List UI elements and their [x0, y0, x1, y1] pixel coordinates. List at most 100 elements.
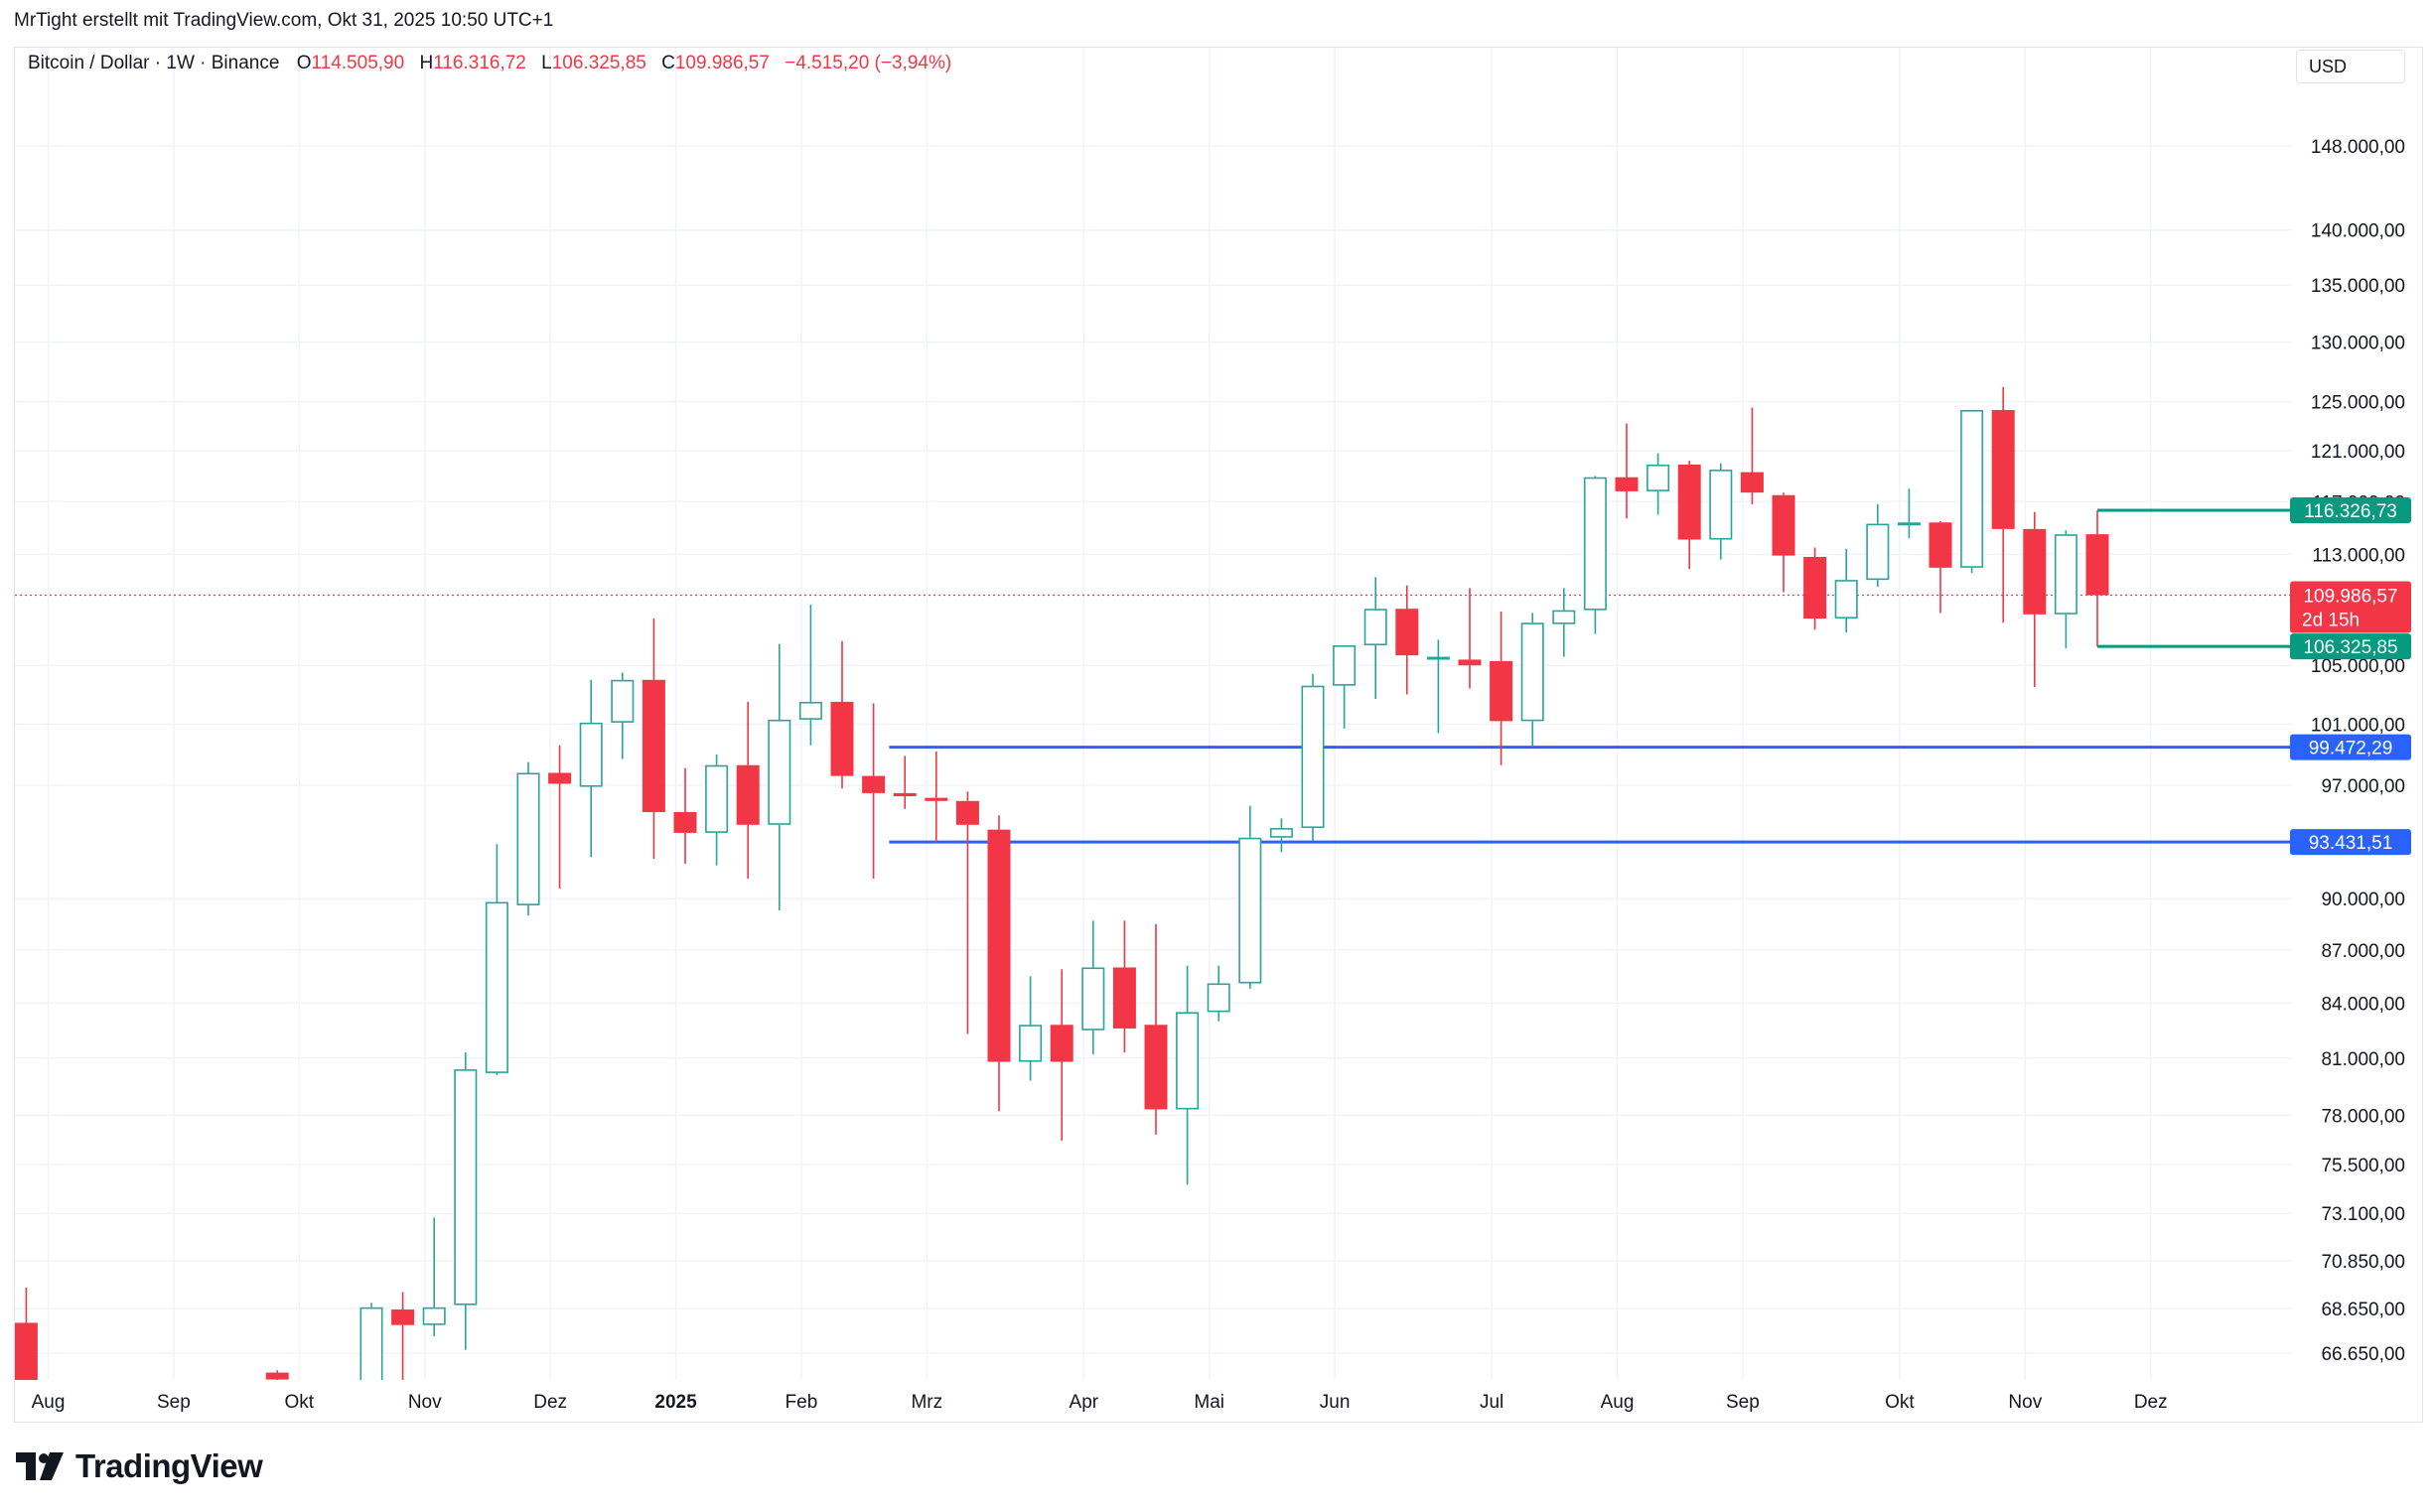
candle-body-down	[1050, 1025, 1074, 1062]
price-tag-bg	[2290, 497, 2411, 524]
candle	[1677, 461, 1701, 570]
candle	[987, 815, 1011, 1112]
candle-body-down	[391, 1309, 415, 1325]
y-tick-label: 84.000,00	[2321, 994, 2405, 1015]
x-tick-label: Jul	[1480, 1392, 1503, 1413]
candle-body-down	[1395, 609, 1419, 656]
x-tick-label: Jun	[1320, 1392, 1351, 1413]
price-tag-label: 106.325,85	[2303, 637, 2397, 658]
y-tick-label: 135.000,00	[2311, 276, 2405, 297]
price-tag-bg	[2290, 581, 2411, 633]
candle-body-up	[1363, 609, 1387, 646]
y-tick-label: 66.650,00	[2321, 1344, 2405, 1365]
candle-body-down	[830, 701, 854, 776]
chart-grid	[15, 48, 2292, 1380]
x-tick-label: Nov	[2008, 1392, 2042, 1413]
candle	[1144, 923, 1168, 1135]
y-tick-label: 78.000,00	[2321, 1106, 2405, 1127]
price-tag-label: 116.326,73	[2304, 501, 2397, 522]
candle-body-up	[1897, 522, 1921, 526]
candle	[1897, 488, 1921, 539]
candle-body-down	[1112, 967, 1136, 1029]
candle	[359, 1303, 383, 1380]
x-tick-label: Mai	[1194, 1392, 1224, 1413]
candle	[798, 605, 822, 746]
candle	[265, 1370, 289, 1380]
candle-body-up	[1019, 1025, 1043, 1062]
price-tag-bg	[2290, 734, 2411, 760]
candle-body-down	[1803, 556, 1827, 619]
candle-body-up	[1960, 410, 1984, 568]
x-tick-label: Mrz	[911, 1392, 942, 1413]
candle-body-up	[1081, 967, 1105, 1031]
candle	[611, 672, 635, 759]
x-tick-label: Sep	[1726, 1392, 1760, 1413]
y-tick-label: 121.000,00	[2311, 442, 2405, 463]
candle	[1301, 673, 1325, 842]
candle-body-up	[1583, 477, 1607, 611]
candle	[830, 640, 854, 789]
x-tick-label: Aug	[32, 1392, 66, 1413]
candle	[2054, 530, 2077, 648]
candle-series	[0, 386, 2109, 1380]
tradingview-logo-icon	[16, 1452, 64, 1480]
x-tick-label: Apr	[1070, 1392, 1099, 1413]
candle-body-down	[265, 1372, 289, 1380]
candle	[391, 1292, 415, 1380]
candle	[1050, 969, 1074, 1141]
candle-body-down	[925, 797, 948, 801]
candle	[1520, 613, 1544, 748]
candle	[1333, 645, 1357, 729]
candle-body-down	[1677, 464, 1701, 540]
price-tag-label: 99.472,29	[2309, 739, 2393, 759]
candle-body-up	[1552, 610, 1576, 624]
candle-body-down	[1740, 472, 1764, 493]
y-tick-label: 73.100,00	[2321, 1204, 2405, 1225]
candle-body-up	[1301, 685, 1325, 829]
candle-body-down	[1458, 659, 1482, 666]
candle	[705, 754, 729, 866]
candle	[15, 1287, 38, 1380]
level-price-tag: 116.326,73	[2290, 497, 2411, 524]
candle-body-down	[548, 772, 572, 784]
candle-body-up	[1333, 645, 1357, 686]
candle-body-up	[798, 701, 822, 720]
candle-body-up	[1269, 828, 1293, 838]
candle-body-down	[862, 775, 886, 793]
candle-body-down	[1929, 522, 1952, 568]
candle-body-up	[516, 772, 540, 905]
candle	[422, 1217, 446, 1336]
candle-body-up	[454, 1069, 478, 1306]
candle	[736, 701, 760, 879]
candle	[768, 643, 791, 911]
candle	[2085, 510, 2109, 647]
x-tick-label: 2025	[654, 1392, 697, 1413]
candle	[673, 767, 697, 865]
candle-body-up	[1426, 656, 1450, 660]
candle	[579, 679, 603, 858]
symbol-name[interactable]: Bitcoin / Dollar · 1W · Binance	[28, 53, 280, 73]
candle	[1176, 965, 1200, 1185]
y-tick-label: 90.000,00	[2321, 890, 2405, 910]
candle-body-down	[893, 792, 917, 797]
candle-body-down	[1490, 660, 1513, 722]
close-value: 109.986,57	[674, 53, 770, 73]
candle-body-up	[1520, 622, 1544, 722]
candle-body-up	[359, 1306, 383, 1380]
candle	[1647, 453, 1670, 515]
price-tag-label: 93.431,51	[2309, 833, 2393, 854]
currency-button[interactable]: USD	[2296, 50, 2405, 83]
high-value: 116.316,72	[433, 53, 526, 73]
candle-body-up	[768, 719, 791, 825]
candle	[516, 761, 540, 916]
candle	[1552, 588, 1576, 657]
horizontal-levels	[15, 508, 2292, 844]
candle	[1740, 407, 1764, 504]
candle	[1395, 585, 1419, 695]
candle-body-down	[0, 1313, 6, 1320]
candle	[1238, 805, 1262, 989]
x-tick-label: Okt	[1885, 1392, 1915, 1413]
candle	[1112, 920, 1136, 1053]
candle	[1803, 547, 1827, 630]
